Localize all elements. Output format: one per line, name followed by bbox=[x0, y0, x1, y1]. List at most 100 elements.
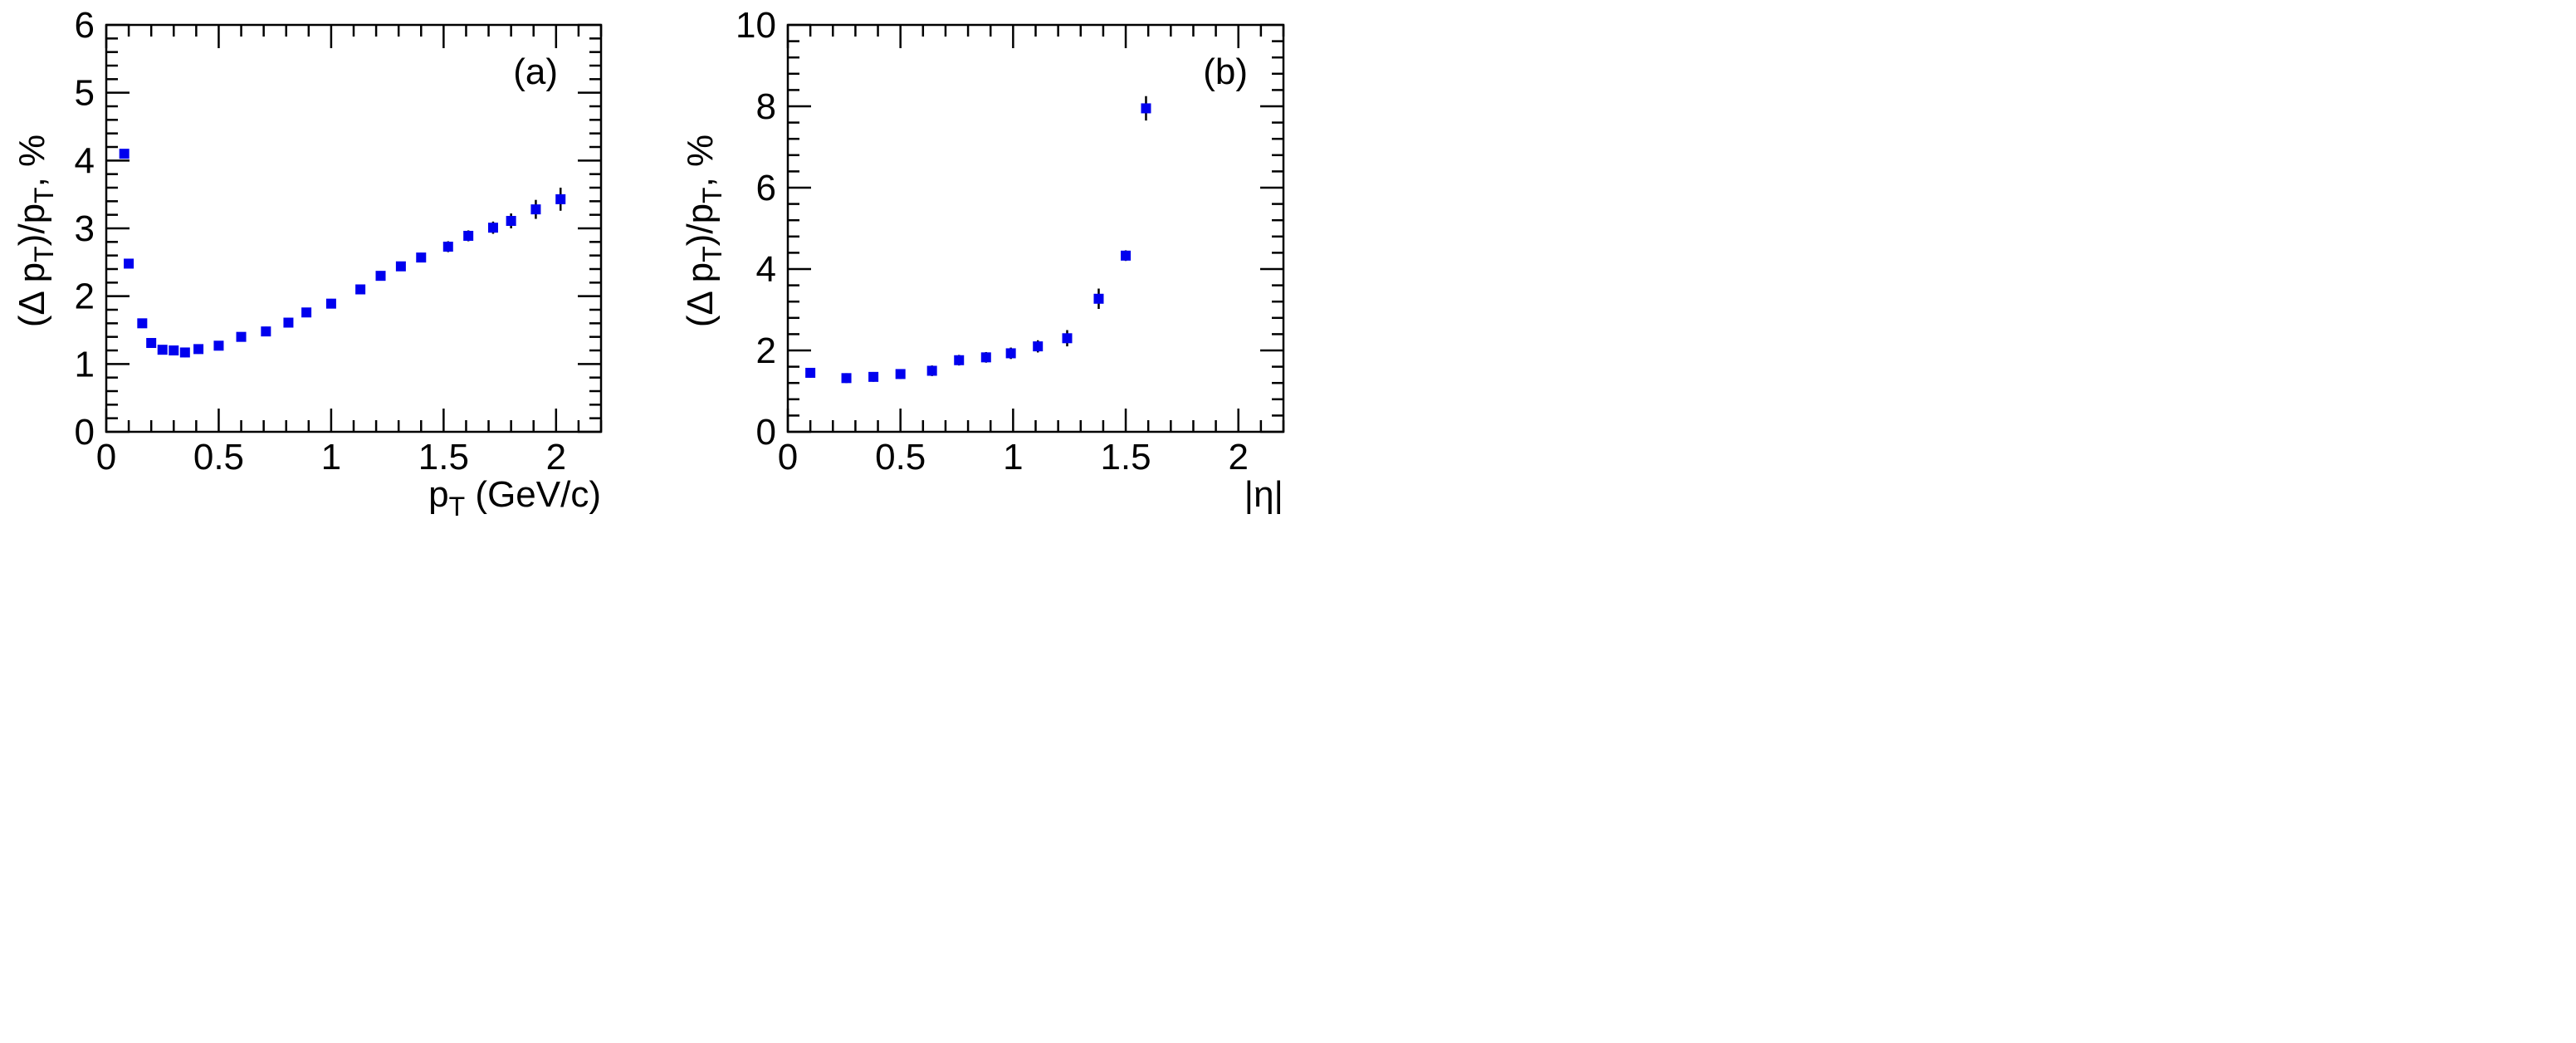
y-axis-title-a: (Δ pT)/pT, % bbox=[12, 135, 59, 327]
data-point-a bbox=[283, 317, 294, 328]
y-axis-title-b: (Δ pT)/pT, % bbox=[680, 135, 727, 327]
axis-ticks-b bbox=[786, 23, 1285, 433]
square-marker bbox=[375, 271, 386, 282]
square-marker bbox=[124, 258, 134, 269]
x-tick-label-b: 1.5 bbox=[1100, 437, 1151, 477]
data-point-a bbox=[137, 318, 148, 329]
square-marker bbox=[169, 345, 179, 355]
square-marker bbox=[301, 307, 312, 318]
data-point-a bbox=[416, 252, 427, 263]
x-tick-label-b: 2 bbox=[1228, 437, 1248, 477]
data-point-a bbox=[179, 347, 190, 358]
x-tick-label-a: 2 bbox=[546, 437, 566, 477]
y-tick-label-a: 2 bbox=[75, 277, 95, 317]
y-tick-label-b: 10 bbox=[736, 5, 776, 46]
square-marker bbox=[1005, 348, 1016, 359]
y-tick-labels-b: 0 2 4 6 8 10 bbox=[736, 5, 776, 453]
x-tick-label-a: 0.5 bbox=[193, 437, 244, 477]
data-point-b bbox=[841, 373, 852, 384]
x-tick-labels-b: 0 0.5 1 1.5 2 bbox=[778, 437, 1249, 477]
y-tick-label-b: 6 bbox=[756, 168, 776, 208]
square-marker bbox=[261, 326, 271, 337]
square-marker bbox=[463, 230, 474, 241]
square-marker bbox=[1093, 293, 1104, 304]
square-marker bbox=[980, 352, 991, 363]
square-marker bbox=[841, 373, 852, 384]
x-tick-label-a: 0 bbox=[96, 437, 116, 477]
square-marker bbox=[1141, 103, 1151, 114]
data-point-a bbox=[555, 188, 566, 211]
data-point-b bbox=[1093, 288, 1104, 310]
square-marker bbox=[895, 369, 906, 379]
data-point-a bbox=[487, 221, 498, 234]
data-points-a bbox=[119, 149, 566, 358]
data-points-b bbox=[805, 95, 1151, 384]
data-point-b bbox=[1121, 250, 1132, 262]
data-point-b bbox=[1005, 347, 1016, 360]
data-point-a bbox=[261, 326, 271, 337]
square-marker bbox=[283, 317, 294, 328]
square-marker bbox=[179, 347, 190, 358]
axis-ticks-a bbox=[105, 23, 603, 433]
square-marker bbox=[157, 345, 168, 355]
square-marker bbox=[868, 371, 879, 382]
y-tick-label-a: 3 bbox=[75, 208, 95, 249]
panel-label-a: (a) bbox=[513, 51, 558, 92]
square-marker bbox=[325, 298, 336, 309]
y-tick-label-a: 6 bbox=[75, 5, 95, 46]
data-point-a bbox=[119, 149, 130, 159]
x-tick-label-b: 0.5 bbox=[875, 437, 926, 477]
data-point-b bbox=[1062, 330, 1073, 347]
x-axis-title-b: |η| bbox=[1244, 474, 1283, 515]
y-tick-label-a: 4 bbox=[75, 140, 95, 181]
square-marker bbox=[506, 216, 516, 227]
data-point-b bbox=[954, 355, 965, 366]
y-tick-label-b: 4 bbox=[756, 249, 776, 290]
x-tick-labels-a: 0 0.5 1 1.5 2 bbox=[96, 437, 566, 477]
data-point-a bbox=[463, 230, 474, 242]
data-point-a bbox=[530, 199, 541, 219]
data-point-b bbox=[895, 369, 906, 379]
data-point-b bbox=[868, 371, 879, 382]
data-point-a bbox=[395, 261, 406, 272]
x-tick-label-a: 1 bbox=[321, 437, 341, 477]
data-point-a bbox=[236, 331, 247, 342]
data-point-b bbox=[926, 365, 937, 376]
square-marker bbox=[1033, 341, 1044, 352]
y-tick-label-a: 5 bbox=[75, 73, 95, 114]
data-point-b bbox=[1033, 340, 1044, 353]
square-marker bbox=[119, 149, 130, 159]
square-marker bbox=[555, 193, 566, 204]
square-marker bbox=[926, 365, 937, 376]
data-point-a bbox=[213, 340, 224, 351]
data-point-a bbox=[442, 241, 453, 252]
square-marker bbox=[416, 252, 427, 263]
square-marker bbox=[355, 284, 366, 295]
y-tick-label-b: 2 bbox=[756, 331, 776, 371]
square-marker bbox=[1062, 333, 1073, 344]
panel-label-b: (b) bbox=[1203, 51, 1248, 92]
x-axis-title-a: pT (GeV/c) bbox=[428, 474, 601, 522]
x-tick-label-b: 0 bbox=[778, 437, 798, 477]
data-point-a bbox=[301, 307, 312, 318]
square-marker bbox=[395, 261, 406, 272]
data-point-a bbox=[375, 271, 386, 282]
data-point-a bbox=[157, 345, 168, 355]
square-marker bbox=[193, 344, 204, 355]
data-point-a bbox=[325, 298, 336, 309]
square-marker bbox=[954, 355, 965, 365]
square-marker bbox=[487, 223, 498, 233]
x-tick-label-a: 1.5 bbox=[418, 437, 469, 477]
data-point-a bbox=[506, 213, 516, 228]
data-point-a bbox=[146, 338, 157, 349]
data-point-b bbox=[1141, 95, 1151, 121]
y-tick-label-a: 1 bbox=[75, 344, 95, 384]
chart-panel-a: 0 0.5 1 1.5 2 0 1 2 3 4 5 6 (a) (Δ pT)/pT, % pT (G… bbox=[12, 5, 603, 522]
data-point-b bbox=[980, 351, 991, 363]
data-point-a bbox=[124, 258, 134, 269]
y-tick-label-b: 0 bbox=[756, 412, 776, 453]
x-tick-label-b: 1 bbox=[1003, 437, 1023, 477]
y-tick-labels-a: 0 1 2 3 4 5 6 bbox=[75, 5, 95, 453]
square-marker bbox=[442, 242, 453, 252]
